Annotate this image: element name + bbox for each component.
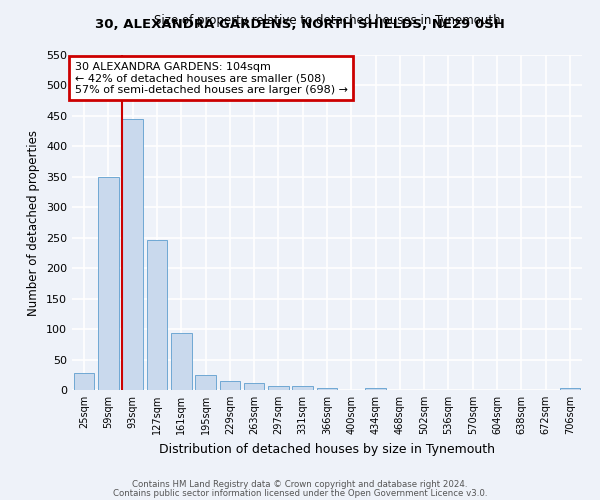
X-axis label: Distribution of detached houses by size in Tynemouth: Distribution of detached houses by size … <box>159 442 495 456</box>
Y-axis label: Number of detached properties: Number of detached properties <box>28 130 40 316</box>
Text: Contains HM Land Registry data © Crown copyright and database right 2024.: Contains HM Land Registry data © Crown c… <box>132 480 468 489</box>
Bar <box>244 384 265 390</box>
Bar <box>171 334 191 390</box>
Text: 30, ALEXANDRA GARDENS, NORTH SHIELDS, NE29 0SH: 30, ALEXANDRA GARDENS, NORTH SHIELDS, NE… <box>95 18 505 30</box>
Bar <box>98 177 119 390</box>
Bar <box>365 388 386 390</box>
Bar <box>220 382 240 390</box>
Bar <box>560 388 580 390</box>
Title: Size of property relative to detached houses in Tynemouth: Size of property relative to detached ho… <box>154 14 500 28</box>
Text: 30 ALEXANDRA GARDENS: 104sqm
← 42% of detached houses are smaller (508)
57% of s: 30 ALEXANDRA GARDENS: 104sqm ← 42% of de… <box>74 62 347 95</box>
Text: Contains public sector information licensed under the Open Government Licence v3: Contains public sector information licen… <box>113 488 487 498</box>
Bar <box>74 373 94 390</box>
Bar <box>146 240 167 390</box>
Bar <box>268 386 289 390</box>
Bar <box>317 388 337 390</box>
Bar <box>195 375 216 390</box>
Bar <box>292 386 313 390</box>
Bar <box>122 119 143 390</box>
